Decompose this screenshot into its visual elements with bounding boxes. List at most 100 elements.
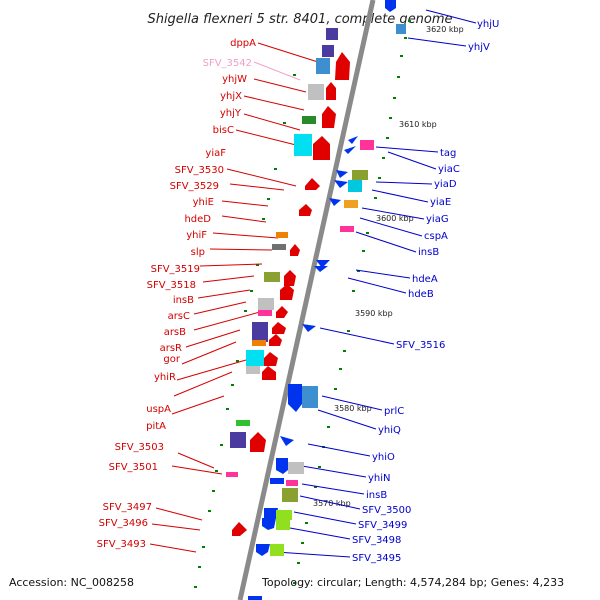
gene-label-pseudo[interactable]: SFV_3542	[203, 58, 252, 69]
gene-arrow-reverse	[270, 478, 284, 484]
gene-block	[258, 310, 272, 316]
gene-arrow-reverse	[385, 0, 396, 12]
gene-label[interactable]: yhjY	[220, 108, 242, 119]
gene-label[interactable]: arsB	[164, 327, 186, 338]
gene-label[interactable]: dppA	[230, 38, 256, 49]
gene-label[interactable]: yiaG	[426, 214, 449, 225]
gene-block	[276, 510, 292, 520]
gene-label[interactable]: yhiR	[154, 372, 176, 383]
leader-line	[235, 129, 297, 146]
gene-label[interactable]: yhiO	[372, 452, 395, 463]
gene-arrow-reverse	[336, 170, 348, 178]
gene-label[interactable]: bisC	[213, 125, 234, 136]
leader-line	[347, 277, 407, 294]
gene-label[interactable]: SFV_3518	[147, 280, 196, 291]
gene-label[interactable]: yhjU	[477, 19, 499, 30]
gene-arrow-reverse	[334, 180, 348, 188]
gene-block	[246, 350, 264, 366]
gene-arrow-reverse	[314, 266, 328, 272]
leader-line	[253, 78, 307, 93]
gene-label[interactable]: SFV_3499	[358, 520, 407, 531]
gene-label[interactable]: prlC	[384, 406, 404, 417]
gene-label[interactable]: SFV_3496	[99, 518, 148, 529]
leader-line	[221, 200, 269, 207]
gene-label[interactable]: yhiQ	[378, 425, 401, 436]
gene-label[interactable]: SFV_3498	[352, 535, 401, 546]
gene-label[interactable]: yiaC	[438, 164, 460, 175]
gene-block	[340, 226, 354, 232]
gene-block	[252, 322, 268, 342]
scale-tick	[352, 290, 355, 292]
scale-tick	[194, 586, 197, 588]
gene-label[interactable]: insB	[366, 490, 387, 501]
leader-line	[243, 95, 305, 111]
gene-label[interactable]: SFV_3529	[170, 181, 219, 192]
gene-arrow-reverse	[344, 146, 356, 154]
gene-label[interactable]: SFV_3493	[97, 539, 146, 550]
scale-tick	[215, 470, 218, 472]
kbp-marker-label: 3620 kbp	[426, 25, 464, 34]
reverse-genes	[248, 0, 396, 600]
scale-tick	[212, 490, 215, 492]
leader-line	[319, 327, 395, 345]
scale-tick	[327, 426, 330, 428]
leader-line	[317, 409, 377, 430]
gene-label[interactable]: SFV_3530	[175, 165, 224, 176]
scale-tick	[274, 168, 277, 170]
leader-line	[155, 507, 203, 521]
gene-arrow-forward	[305, 178, 320, 190]
scale-tick	[357, 270, 360, 272]
leader-line	[181, 341, 237, 365]
gene-label[interactable]: gor	[163, 354, 180, 365]
gene-block	[286, 480, 298, 486]
gene-label[interactable]: arsR	[160, 343, 182, 354]
gene-label[interactable]: yiaD	[434, 179, 457, 190]
scale-tick	[362, 250, 365, 252]
gene-label[interactable]: SFV_3500	[362, 505, 411, 516]
leader-line	[275, 551, 351, 558]
gene-label[interactable]: SFV_3516	[396, 340, 445, 351]
scale-tick	[393, 97, 396, 99]
scale-tick	[389, 117, 392, 119]
scale-tick	[404, 37, 407, 39]
scale-tick	[256, 264, 259, 266]
gene-label[interactable]: SFV_3501	[109, 462, 158, 473]
gene-block	[326, 28, 338, 40]
gene-label[interactable]: SFV_3495	[352, 553, 401, 564]
gene-block	[282, 488, 298, 502]
gene-label[interactable]: yhiN	[368, 473, 391, 484]
gene-label[interactable]: uspA	[146, 404, 171, 415]
scale-tick	[386, 137, 389, 139]
gene-label[interactable]: tag	[440, 148, 456, 159]
kbp-marker-label: 3570 kbp	[313, 499, 351, 508]
gene-label[interactable]: yiaE	[430, 197, 451, 208]
gene-label[interactable]: SFV_3497	[103, 502, 152, 513]
leader-line	[149, 543, 197, 553]
gene-label[interactable]: hdeD	[184, 214, 211, 225]
scale-tick	[220, 444, 223, 446]
gene-block	[294, 134, 312, 156]
gene-label[interactable]: yiaF	[205, 148, 226, 159]
gene-label[interactable]: insB	[418, 247, 439, 258]
gene-label[interactable]: SFV_3519	[151, 264, 200, 275]
gene-label[interactable]: cspA	[424, 231, 448, 242]
gene-block	[360, 140, 374, 150]
gene-block	[396, 24, 406, 34]
gene-label[interactable]: yhiF	[186, 230, 207, 241]
gene-label[interactable]: yhiE	[193, 197, 214, 208]
gene-block	[302, 386, 318, 408]
gene-label[interactable]: hdeB	[408, 289, 434, 300]
gene-label[interactable]: arsC	[168, 311, 190, 322]
gene-label[interactable]: pitA	[146, 421, 166, 432]
gene-arrow-reverse	[348, 136, 358, 144]
gene-label[interactable]: hdeA	[412, 274, 438, 285]
gene-label[interactable]: yhjW	[222, 74, 247, 85]
gene-label[interactable]: insB	[173, 295, 194, 306]
gene-label[interactable]: yhjX	[220, 91, 242, 102]
gene-label[interactable]: SFV_3503	[115, 442, 164, 453]
leader-line	[375, 181, 433, 185]
scale-tick	[400, 55, 403, 57]
gene-label[interactable]: slp	[191, 247, 205, 258]
gene-label[interactable]: yhjV	[468, 42, 490, 53]
gene-arrow-reverse	[276, 458, 288, 474]
